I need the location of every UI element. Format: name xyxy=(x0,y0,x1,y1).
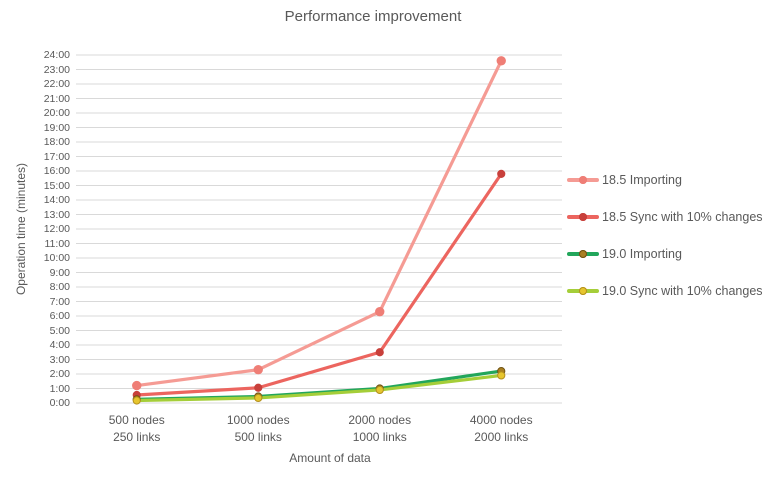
series-marker-0 xyxy=(253,364,263,375)
y-tick-label: 2:00 xyxy=(49,368,70,380)
series-marker-1 xyxy=(375,348,384,357)
series-marker-1 xyxy=(254,383,263,392)
series-marker-3 xyxy=(254,393,263,403)
legend-label: 18.5 Importing xyxy=(602,172,682,187)
y-tick-label: 19:00 xyxy=(43,121,70,134)
y-tick-label: 23:00 xyxy=(43,63,70,76)
legend-label: 19.0 Importing xyxy=(602,246,682,261)
y-tick-label: 6:00 xyxy=(49,310,70,322)
y-tick-label: 18:00 xyxy=(43,136,70,148)
y-tick-label: 21:00 xyxy=(43,92,70,105)
x-category-label: 500 nodes 250 links xyxy=(108,413,165,444)
legend-line-icon xyxy=(567,212,599,221)
legend: 18.5 Importing 18.5 Sync with 10% change… xyxy=(567,172,763,320)
y-tick-label: 22:00 xyxy=(43,78,70,90)
y-tick-label: 3:00 xyxy=(49,353,70,366)
legend-marker-icon xyxy=(579,212,587,221)
chart-title: Performance improvement xyxy=(284,8,462,25)
legend-item-18-5-importing: 18.5 Importing xyxy=(567,172,763,187)
legend-label: 19.0 Sync with 10% changes xyxy=(602,283,763,298)
legend-marker-icon xyxy=(579,286,587,295)
y-tick-label: 5:00 xyxy=(49,324,70,337)
series-line-0 xyxy=(135,59,503,388)
y-tick-label: 1:00 xyxy=(49,382,70,395)
series-marker-0 xyxy=(132,380,142,391)
x-category-label: 2000 nodes 1000 links xyxy=(348,413,412,444)
x-category-label: 4000 nodes 2000 links xyxy=(469,413,533,444)
series-marker-3 xyxy=(497,371,506,380)
legend-label: 18.5 Sync with 10% changes xyxy=(602,209,763,224)
series-marker-1 xyxy=(497,169,506,178)
y-tick-label: 20:00 xyxy=(43,107,70,119)
y-tick-label: 4:00 xyxy=(49,339,70,351)
y-tick-label: 16:00 xyxy=(43,165,70,177)
legend-item-19-0-importing: 19.0 Importing xyxy=(567,246,763,261)
legend-line-icon xyxy=(567,249,599,258)
legend-item-19-0-sync: 19.0 Sync with 10% changes xyxy=(567,283,763,298)
y-tick-label: 0:00 xyxy=(49,397,70,409)
y-tick-label: 7:00 xyxy=(49,295,70,308)
y-tick-label: 15:00 xyxy=(43,179,70,192)
series-line-3 xyxy=(135,373,503,403)
legend-item-18-5-sync: 18.5 Sync with 10% changes xyxy=(567,209,763,224)
series-marker-3 xyxy=(132,396,141,405)
series-marker-3 xyxy=(375,385,384,395)
x-axis-title: Amount of data xyxy=(289,451,371,465)
y-tick-label: 11:00 xyxy=(44,237,71,250)
y-tick-label: 12:00 xyxy=(43,223,70,235)
y-tick-label: 10:00 xyxy=(43,252,70,264)
y-tick-label: 17:00 xyxy=(43,150,70,163)
series-line-1 xyxy=(135,172,503,397)
legend-line-icon xyxy=(567,175,599,184)
legend-line-icon xyxy=(567,286,599,295)
x-category-label: 1000 nodes 500 links xyxy=(226,413,290,444)
series-marker-0 xyxy=(375,306,385,317)
y-tick-label: 9:00 xyxy=(49,266,70,279)
legend-marker-icon xyxy=(579,175,587,184)
series-marker-0 xyxy=(496,56,506,66)
y-tick-label: 24:00 xyxy=(43,49,70,61)
y-tick-label: 13:00 xyxy=(43,208,70,221)
legend-marker-icon xyxy=(579,249,587,258)
y-tick-label: 14:00 xyxy=(43,194,70,206)
y-tick-label: 8:00 xyxy=(49,281,70,293)
